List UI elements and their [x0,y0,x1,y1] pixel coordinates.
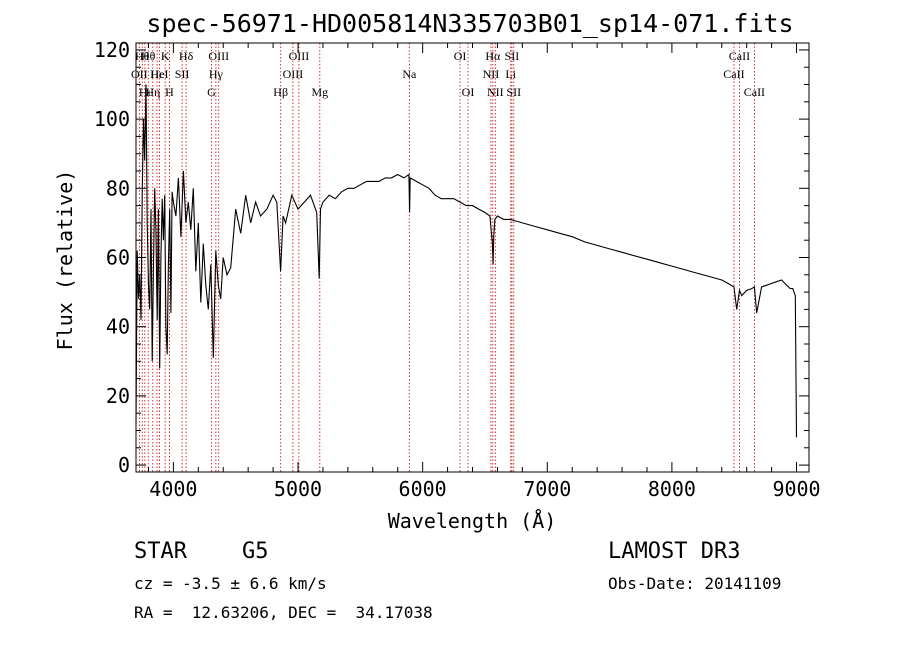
x-tick-label: 7000 [523,477,571,501]
y-tick-label: 0 [118,453,130,477]
x-tick-label: 5000 [274,477,322,501]
line-marker-label: CaII [744,85,765,99]
line-marker-label: Hδ [179,49,194,63]
line-marker-label: Hγ [209,67,224,81]
line-marker-label: OII [131,67,148,81]
coordinates: RA = 12.63206, DEC = 34.17038 [134,603,433,622]
y-tick-label: 100 [94,107,130,131]
x-axis-label: Wavelength (Å) [388,509,557,533]
line-marker-label: OIII [283,67,304,81]
x-tick-label: 8000 [648,477,696,501]
y-axis-label: Flux (relative) [53,170,77,351]
x-tick-label: 6000 [399,477,447,501]
line-marker-label: K [161,49,170,63]
line-marker-label: Hη [145,85,160,99]
line-marker-label: Hθ [135,49,150,63]
survey-name: LAMOST DR3 [608,539,741,564]
redshift-value: cz = -3.5 ± 6.6 km/s [134,574,327,593]
line-marker-labels: OIIHθHιHθHηHεHeIKHSIIHδGHγOIIIHβOIIIOIII… [131,49,765,99]
x-axis: 4000 5000 6000 7000 8000 9000 [147,43,821,501]
observation-date: Obs-Date: 20141109 [608,574,782,593]
line-marker-label: Hα [485,49,501,63]
flux-series-line [135,84,798,438]
line-marker-label: SII [175,67,190,81]
line-marker-label: SII [506,85,521,99]
line-marker-label: NII [483,67,500,81]
object-subclass: G5 [242,539,269,564]
line-marker-label: OIII [289,49,310,63]
line-marker-label: H [165,85,174,99]
line-marker-label: OI [454,49,467,63]
y-tick-label: 20 [106,384,130,408]
line-marker-label: Hε [150,67,164,81]
x-tick-label: 4000 [149,477,197,501]
line-marker-label: HeI [151,67,169,81]
line-marker-label: SII [505,49,520,63]
line-marker-label: OI [462,85,475,99]
line-marker-label: OIII [208,49,229,63]
object-class: STAR [134,539,187,564]
line-marker-label: CaII [729,49,750,63]
y-axis: 0 20 40 60 80 100 120 [94,38,809,477]
y-tick-label: 40 [106,315,130,339]
line-marker-label: Mg [311,85,328,99]
line-marker-label: Hι [139,85,152,99]
line-marker-label: Hβ [273,85,288,99]
line-marker-label: G [207,85,216,99]
line-marker-label: CaII [723,67,744,81]
y-tick-label: 120 [94,38,130,62]
chart-title: spec-56971-HD005814N335703B01_sp14-071.f… [146,9,793,38]
line-marker-label: NII [487,85,504,99]
line-marker-label: Na [402,67,417,81]
y-tick-label: 80 [106,176,130,200]
x-tick-label: 9000 [772,477,820,501]
line-marker-label: Hθ [141,49,156,63]
y-tick-label: 60 [106,246,130,270]
plot-frame [135,42,810,473]
line-marker-label: Li [505,67,516,81]
